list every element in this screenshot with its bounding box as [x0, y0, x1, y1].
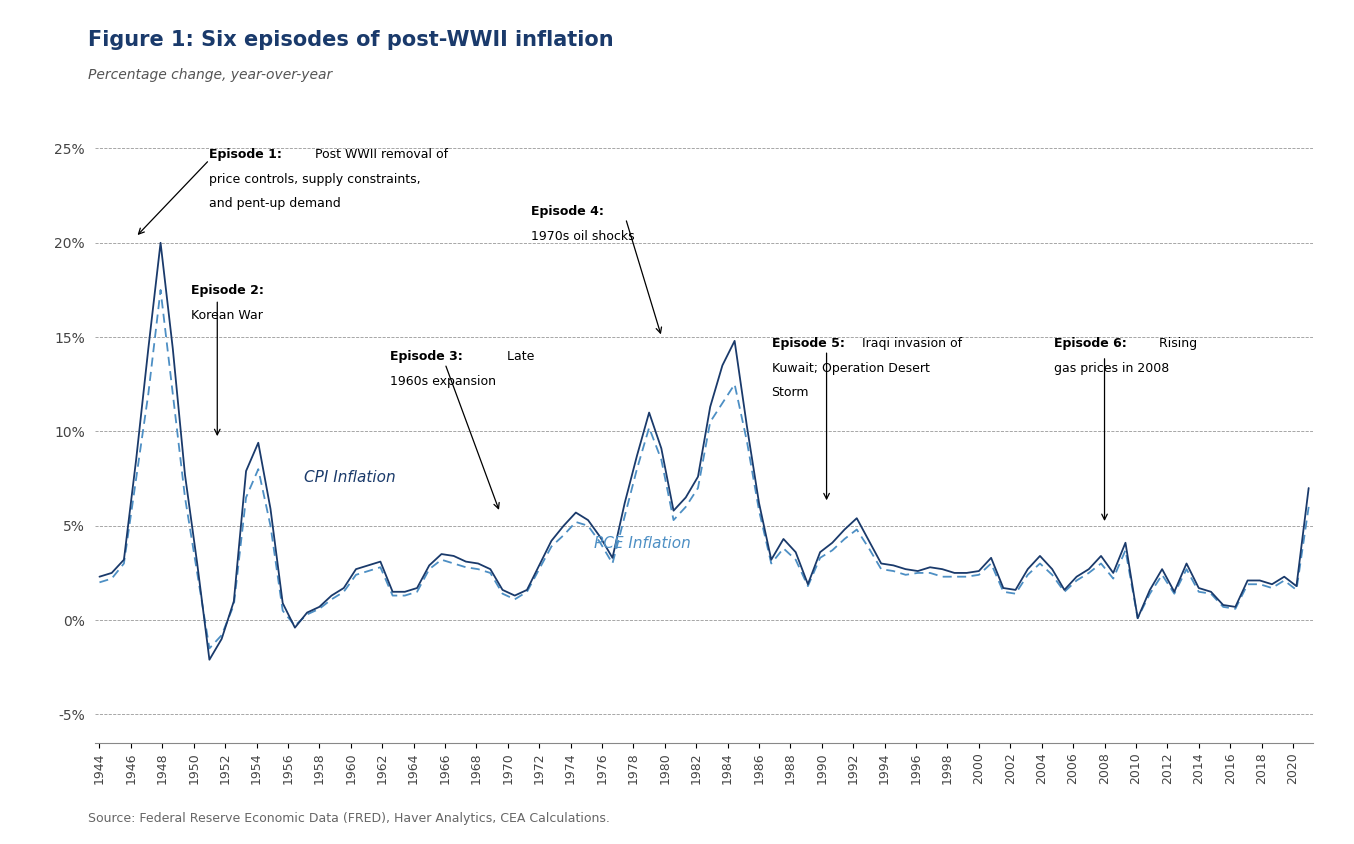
Text: Episode 4:: Episode 4:: [531, 205, 604, 218]
Text: Episode 6:: Episode 6:: [1055, 337, 1127, 350]
Text: Episode 2:: Episode 2:: [191, 284, 264, 297]
Text: Percentage change, year-over-year: Percentage change, year-over-year: [88, 68, 332, 82]
Text: Kuwait; Operation Desert: Kuwait; Operation Desert: [772, 361, 929, 375]
Text: Storm: Storm: [772, 387, 810, 399]
Text: Korean War: Korean War: [191, 309, 263, 322]
Text: 1970s oil shocks: 1970s oil shocks: [531, 230, 635, 242]
Text: and pent-up demand: and pent-up demand: [210, 197, 341, 210]
Text: 1960s expansion: 1960s expansion: [390, 375, 496, 388]
Text: Iraqi invasion of: Iraqi invasion of: [858, 337, 963, 350]
Text: Post WWII removal of: Post WWII removal of: [311, 149, 448, 161]
Text: Figure 1: Six episodes of post-WWII inflation: Figure 1: Six episodes of post-WWII infl…: [88, 30, 613, 50]
Text: Late: Late: [504, 350, 535, 363]
Text: gas prices in 2008: gas prices in 2008: [1055, 361, 1170, 375]
Text: Source: Federal Reserve Economic Data (FRED), Haver Analytics, CEA Calculations.: Source: Federal Reserve Economic Data (F…: [88, 813, 609, 825]
Text: price controls, supply constraints,: price controls, supply constraints,: [210, 173, 421, 186]
Text: Episode 5:: Episode 5:: [772, 337, 845, 350]
Text: CPI Inflation: CPI Inflation: [303, 470, 395, 485]
Text: Episode 1:: Episode 1:: [210, 149, 282, 161]
Text: Episode 3:: Episode 3:: [390, 350, 463, 363]
Text: PCE Inflation: PCE Inflation: [594, 537, 691, 551]
Text: Rising: Rising: [1155, 337, 1197, 350]
